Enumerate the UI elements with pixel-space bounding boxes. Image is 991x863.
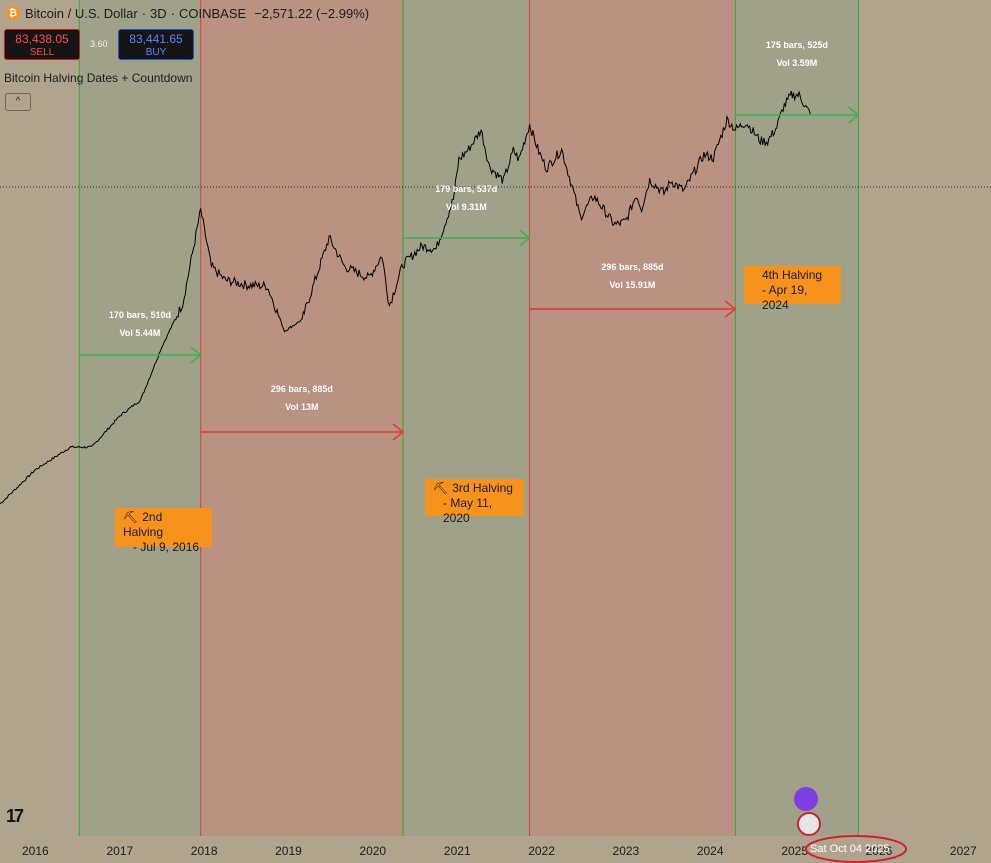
crosshair-date-label: Sat Oct 04 2025: [810, 843, 890, 855]
halving-3rd-date: - May 11, 2020: [443, 496, 493, 525]
measure-arrowhead-4: [847, 106, 860, 124]
zone-boundaries: [78, 0, 859, 836]
measure-bars-label-3: 296 bars, 885d: [601, 262, 663, 272]
halving-2nd-date: - Jul 9, 2016: [133, 540, 200, 554]
ai-sparkle-icon[interactable]: [794, 787, 818, 811]
price-series: [0, 90, 811, 505]
symbol-title: Bitcoin / U.S. Dollar: [25, 5, 138, 21]
interval-label: 3D: [150, 5, 167, 21]
x-tick-label-2019: 2019: [275, 844, 302, 858]
zone-bear-1: [200, 0, 404, 836]
measure-arrowhead-2: [519, 229, 531, 247]
measure-bars-label-2: 179 bars, 537d: [435, 184, 497, 194]
x-tick-label-2023: 2023: [613, 844, 640, 858]
halving-label-2nd: ⛏ 2nd Halving - Jul 9, 2016: [115, 508, 212, 554]
halving-4th-date: - Apr 19, 2024: [762, 283, 808, 312]
measure-volume-label-3: Vol 15.91M: [610, 280, 656, 290]
measure-volume-label-0: Vol 5.44M: [120, 328, 161, 338]
bitcoin-icon: ₿: [6, 6, 20, 20]
x-axis: 2016 2017 2018 2019 2020 2021 2022 2023 2024 2025…: [22, 844, 977, 858]
halving-zones: [79, 0, 859, 836]
sell-price: 83,438.05: [15, 32, 69, 46]
measure-annotations: 170 bars, 510d Vol 5.44M 296 bars, 885d Vol…: [79, 40, 860, 441]
x-tick-label-2018: 2018: [191, 844, 218, 858]
symbol-header[interactable]: ₿ Bitcoin / U.S. Dollar · 3D · COINBASE …: [6, 4, 369, 22]
pickaxe-icon: ⛏: [433, 481, 449, 495]
zone-bull-4: [735, 0, 859, 836]
measure-bars-label-4: 175 bars, 525d: [766, 40, 828, 50]
x-tick-label-2021: 2021: [444, 844, 471, 858]
x-tick-label-2017: 2017: [107, 844, 134, 858]
x-tick-label-2025: 2025: [781, 844, 808, 858]
sell-button[interactable]: 83,438.05 SELL: [4, 29, 80, 60]
halving-label-4th: 4th Halving - Apr 19, 2024: [744, 266, 841, 312]
x-tick-label-2022: 2022: [528, 844, 555, 858]
buy-label: BUY: [145, 47, 167, 58]
x-tick-label-2027: 2027: [950, 844, 977, 858]
pickaxe-icon: ⛏: [123, 510, 139, 524]
x-tick-label-2020: 2020: [359, 844, 386, 858]
us-flag-icon[interactable]: [797, 812, 821, 836]
zone-bull-2: [403, 0, 530, 836]
price-change: −2,571.22 (−2.99%): [254, 5, 370, 21]
zone-bull-0: [79, 0, 201, 836]
halving-label-3rd: ⛏ 3rd Halving - May 11, 2020: [425, 479, 524, 525]
measure-volume-label-4: Vol 3.59M: [776, 58, 817, 68]
x-tick-label-2026: 2026: [866, 844, 893, 858]
measure-arrowhead-1: [392, 423, 405, 441]
buy-button[interactable]: 83,441.65 BUY: [118, 29, 194, 60]
spread-value: 3.60: [90, 39, 108, 49]
zone-bear-3: [529, 0, 736, 836]
halving-4th-title: 4th Halving: [762, 268, 823, 282]
buy-price: 83,441.65: [129, 32, 183, 46]
exchange-label: COINBASE: [179, 5, 247, 21]
measure-arrowhead-0: [190, 346, 202, 364]
sell-label: SELL: [29, 47, 55, 58]
date-highlight-circle: [805, 835, 907, 863]
measure-bars-label-1: 296 bars, 885d: [271, 384, 333, 394]
x-tick-label-2016: 2016: [22, 844, 49, 858]
halving-3rd-title: 3rd Halving: [452, 481, 513, 495]
halving-2nd-title: 2nd Halving: [123, 510, 164, 539]
price-line: [0, 90, 811, 505]
x-tick-label-2024: 2024: [697, 844, 724, 858]
measure-volume-label-1: Vol 13M: [285, 402, 318, 412]
measure-bars-label-0: 170 bars, 510d: [109, 310, 171, 320]
indicator-name[interactable]: Bitcoin Halving Dates + Countdown: [4, 71, 193, 85]
measure-arrowhead-3: [724, 300, 737, 318]
measure-volume-label-2: Vol 9.31M: [446, 202, 487, 212]
tradingview-logo-icon[interactable]: 17: [6, 806, 24, 826]
collapse-indicators-button[interactable]: ^: [5, 93, 31, 111]
